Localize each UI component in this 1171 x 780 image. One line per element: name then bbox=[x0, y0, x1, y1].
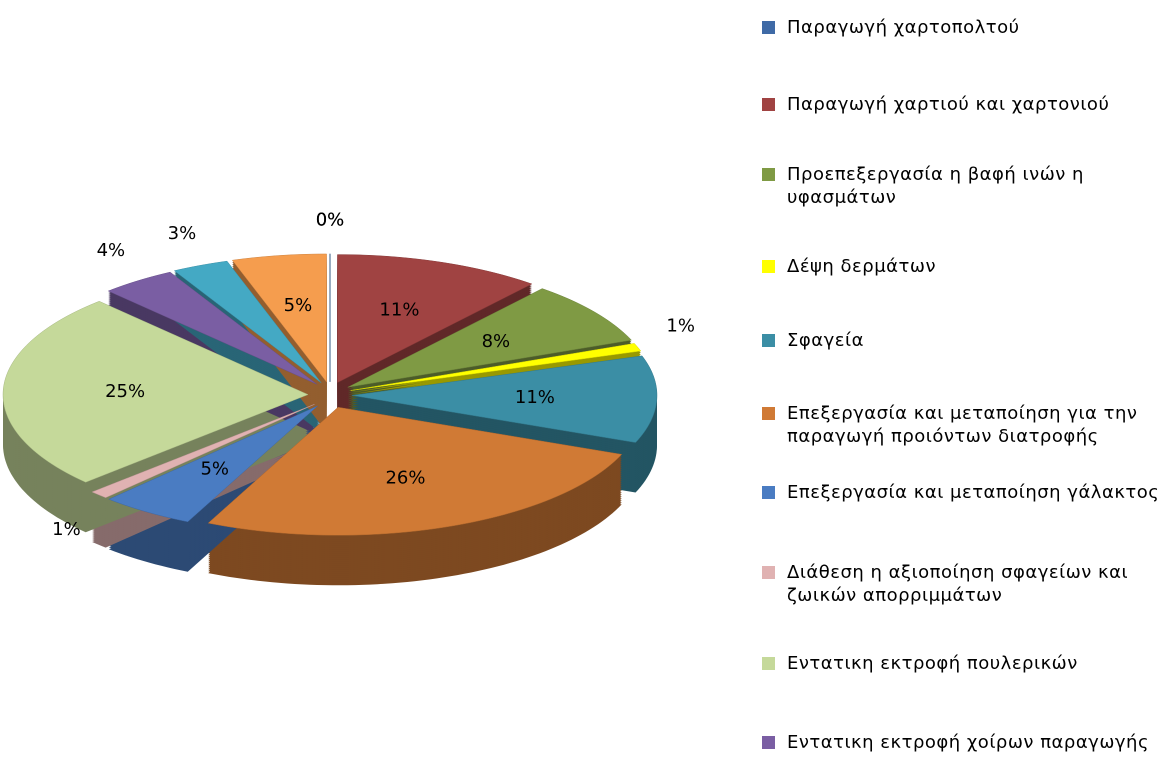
data-label: 8% bbox=[482, 331, 511, 352]
legend-item: Επεξεργασία και μεταποίηση για την παραγ… bbox=[762, 402, 1162, 448]
legend-item: Προεπεξεργασία η βαφή ινών η υφασμάτων bbox=[762, 163, 1162, 209]
data-label: 0% bbox=[316, 210, 345, 231]
legend-swatch bbox=[762, 98, 775, 111]
data-label: 4% bbox=[97, 240, 126, 261]
slice bbox=[207, 407, 623, 536]
legend-swatch bbox=[762, 21, 775, 34]
legend-item: Εντατικη εκτροφή πουλερικών bbox=[762, 652, 1162, 675]
slice bbox=[351, 355, 658, 443]
legend-label: Επεξεργασία και μεταποίηση για την παραγ… bbox=[787, 403, 1138, 447]
data-label: 26% bbox=[385, 468, 425, 489]
slice bbox=[107, 271, 318, 385]
legend-item: Σφαγεία bbox=[762, 329, 1162, 352]
data-label: 1% bbox=[52, 519, 81, 540]
legend-swatch bbox=[762, 657, 775, 670]
slice bbox=[350, 343, 642, 391]
legend-label: Παραγωγή χαρτοπολτού bbox=[787, 17, 1020, 38]
slice bbox=[173, 260, 322, 384]
data-label: 0% bbox=[316, 210, 345, 231]
legend-label: Επεξεργασία και μεταποίηση γάλακτος bbox=[787, 482, 1160, 503]
slice bbox=[108, 405, 318, 523]
slice bbox=[347, 288, 632, 388]
legend-swatch bbox=[762, 407, 775, 420]
slice bbox=[91, 404, 315, 498]
data-label: 5% bbox=[200, 458, 229, 479]
legend-label: Σφαγεία bbox=[787, 330, 864, 351]
data-label: 5% bbox=[284, 295, 313, 316]
legend-swatch bbox=[762, 168, 775, 181]
slice bbox=[2, 301, 309, 483]
legend-swatch bbox=[762, 260, 775, 273]
legend-label: Δέψη δερμάτων bbox=[787, 256, 936, 277]
legend-item: Παραγωγή χαρτοπολτού bbox=[762, 16, 1162, 39]
legend-swatch bbox=[762, 334, 775, 347]
legend-item: Εντατικη εκτροφή χοίρων παραγωγής bbox=[762, 731, 1162, 754]
legend-item: Επεξεργασία και μεταποίηση γάλακτος bbox=[762, 481, 1162, 504]
chart: 0%11%8%1%11%26%5%1%25%4%3%5%0% bbox=[2, 210, 695, 586]
legend-swatch bbox=[762, 486, 775, 499]
data-label: 11% bbox=[379, 299, 419, 320]
data-label: 3% bbox=[168, 223, 197, 244]
data-label: 1% bbox=[666, 316, 695, 337]
legend-item: Δέψη δερμάτων bbox=[762, 255, 1162, 278]
slice bbox=[231, 253, 327, 383]
legend-label: Προεπεξεργασία η βαφή ινών η υφασμάτων bbox=[787, 164, 1084, 208]
data-label: 25% bbox=[105, 381, 145, 402]
slice bbox=[337, 254, 533, 383]
legend-swatch bbox=[762, 566, 775, 579]
data-label: 11% bbox=[515, 387, 555, 408]
legend-item: Διάθεση η αξιοποίηση σφαγείων και ζωικών… bbox=[762, 561, 1162, 607]
legend-item: Παραγωγή χαρτιού και χαρτονιού bbox=[762, 93, 1162, 116]
legend-label: Διάθεση η αξιοποίηση σφαγείων και ζωικών… bbox=[787, 562, 1129, 606]
legend-label: Εντατικη εκτροφή πουλερικών bbox=[787, 653, 1078, 674]
legend-label: Παραγωγή χαρτιού και χαρτονιού bbox=[787, 94, 1110, 115]
legend-swatch bbox=[762, 736, 775, 749]
legend-label: Εντατικη εκτροφή χοίρων παραγωγής bbox=[787, 732, 1150, 753]
